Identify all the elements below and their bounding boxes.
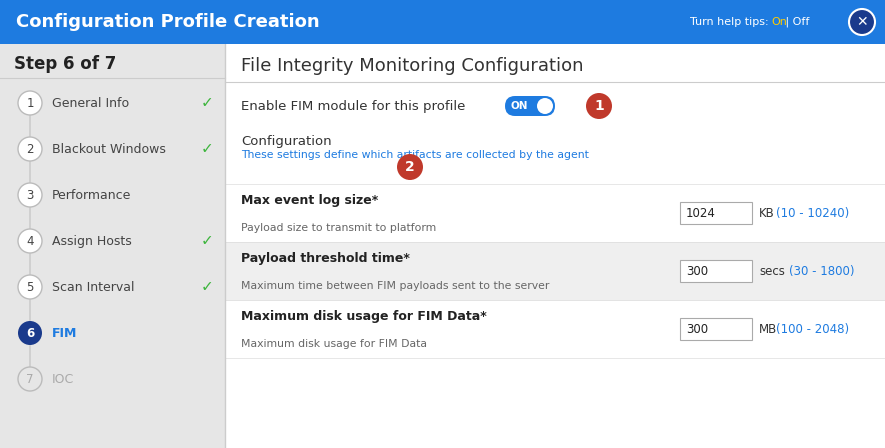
FancyBboxPatch shape	[225, 242, 885, 300]
Text: (30 - 1800): (30 - 1800)	[789, 264, 855, 277]
Text: Blackout Windows: Blackout Windows	[52, 142, 165, 155]
Text: These settings define which artifacts are collected by the agent: These settings define which artifacts ar…	[241, 150, 589, 160]
Text: ON: ON	[511, 101, 527, 111]
Text: ✓: ✓	[201, 95, 213, 111]
Text: 1: 1	[594, 99, 604, 113]
Text: 300: 300	[686, 323, 708, 336]
Text: FIM: FIM	[52, 327, 77, 340]
Text: Max event log size*: Max event log size*	[241, 194, 378, 207]
Text: Step 6 of 7: Step 6 of 7	[14, 55, 116, 73]
Text: 1: 1	[27, 96, 34, 109]
Text: 1024: 1024	[686, 207, 716, 220]
FancyBboxPatch shape	[680, 318, 752, 340]
Text: General Info: General Info	[52, 96, 129, 109]
Text: | Off: | Off	[782, 17, 810, 27]
Text: Performance: Performance	[52, 189, 131, 202]
Text: (100 - 2048): (100 - 2048)	[776, 323, 849, 336]
FancyBboxPatch shape	[0, 44, 225, 448]
Text: 3: 3	[27, 189, 34, 202]
Text: 7: 7	[27, 372, 34, 385]
Text: Maximum time between FIM payloads sent to the server: Maximum time between FIM payloads sent t…	[241, 281, 550, 291]
Circle shape	[397, 154, 423, 180]
Circle shape	[586, 93, 612, 119]
Text: MB: MB	[759, 323, 777, 336]
Text: KB: KB	[759, 207, 774, 220]
Text: Maximum disk usage for FIM Data: Maximum disk usage for FIM Data	[241, 339, 427, 349]
Circle shape	[18, 137, 42, 161]
Text: On: On	[771, 17, 787, 27]
FancyBboxPatch shape	[225, 184, 885, 242]
Text: 6: 6	[26, 327, 35, 340]
Circle shape	[18, 275, 42, 299]
Circle shape	[537, 98, 553, 114]
Text: secs: secs	[759, 264, 785, 277]
Text: 5: 5	[27, 280, 34, 293]
Circle shape	[849, 9, 875, 35]
Text: Scan Interval: Scan Interval	[52, 280, 135, 293]
FancyBboxPatch shape	[225, 300, 885, 358]
Text: Configuration: Configuration	[241, 134, 332, 147]
Text: IOC: IOC	[52, 372, 74, 385]
Circle shape	[18, 183, 42, 207]
FancyBboxPatch shape	[0, 0, 885, 44]
FancyBboxPatch shape	[680, 202, 752, 224]
Text: Payload size to transmit to platform: Payload size to transmit to platform	[241, 223, 436, 233]
Text: File Integrity Monitoring Configuration: File Integrity Monitoring Configuration	[241, 57, 583, 75]
Circle shape	[18, 321, 42, 345]
Circle shape	[18, 91, 42, 115]
Text: Turn help tips:: Turn help tips:	[690, 17, 772, 27]
Text: 2: 2	[405, 160, 415, 174]
Text: ✓: ✓	[201, 280, 213, 294]
FancyBboxPatch shape	[680, 260, 752, 282]
Text: 2: 2	[27, 142, 34, 155]
Text: (10 - 10240): (10 - 10240)	[776, 207, 850, 220]
Circle shape	[18, 367, 42, 391]
Text: 300: 300	[686, 264, 708, 277]
Text: ✕: ✕	[856, 15, 868, 29]
Text: Maximum disk usage for FIM Data*: Maximum disk usage for FIM Data*	[241, 310, 487, 323]
Text: Enable FIM module for this profile: Enable FIM module for this profile	[241, 99, 466, 112]
Text: ✓: ✓	[201, 142, 213, 156]
Text: Configuration Profile Creation: Configuration Profile Creation	[16, 13, 319, 31]
Circle shape	[18, 229, 42, 253]
FancyBboxPatch shape	[505, 96, 555, 116]
Text: Assign Hosts: Assign Hosts	[52, 234, 132, 247]
Text: 4: 4	[27, 234, 34, 247]
Text: Payload threshold time*: Payload threshold time*	[241, 251, 410, 264]
Text: ✓: ✓	[201, 233, 213, 249]
